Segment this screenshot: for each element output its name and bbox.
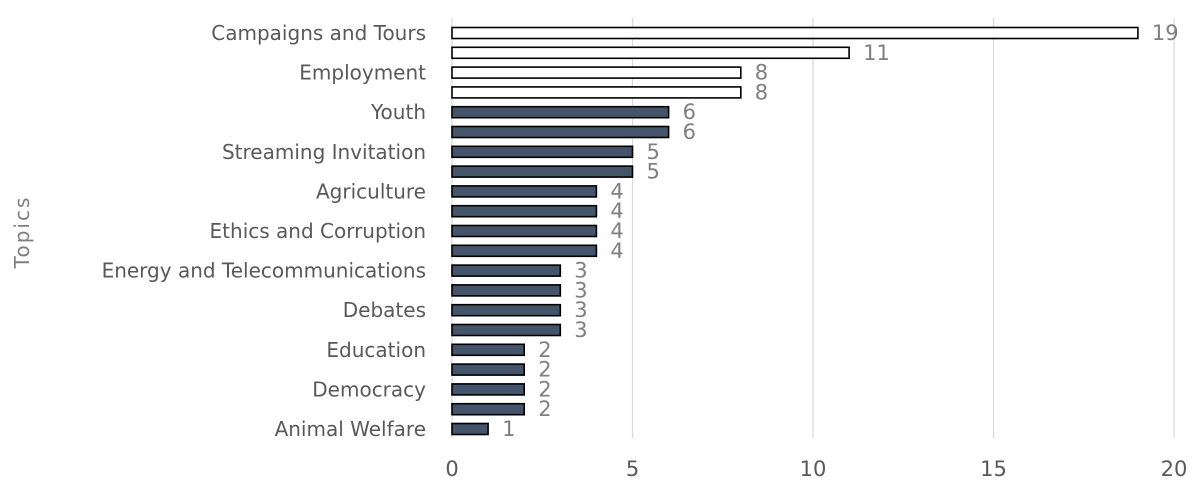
bar-value-label: 8	[755, 80, 768, 104]
bar-value-label: 2	[538, 377, 551, 401]
x-tick-label: 5	[626, 457, 639, 481]
bar	[451, 125, 670, 139]
bar	[451, 244, 598, 258]
x-tick-label: 15	[980, 457, 1007, 481]
bar	[451, 26, 1139, 40]
bar-value-label: 2	[538, 358, 551, 382]
bar	[451, 224, 598, 238]
category-label: Youth	[370, 100, 426, 124]
bar	[451, 204, 598, 218]
bar-value-label: 6	[683, 100, 696, 124]
x-axis-ticks: 0 5 10 15 20	[445, 457, 1187, 481]
bar-value-label: 5	[647, 160, 660, 184]
x-tick-label: 20	[1161, 457, 1188, 481]
x-tick-label: 0	[445, 457, 458, 481]
bar-value-label: 19	[1152, 21, 1179, 45]
bar-value-label: 1	[502, 417, 515, 441]
bar	[451, 185, 598, 198]
bar	[451, 165, 634, 178]
bar-value-label: 3	[574, 278, 587, 302]
bar-value-label: 4	[610, 219, 623, 243]
bar-series	[451, 26, 1139, 436]
bar-value-label: 4	[610, 179, 623, 203]
bar-value-label: 3	[574, 298, 587, 322]
bar-value-label: 2	[538, 397, 551, 421]
category-label: Debates	[343, 298, 426, 322]
category-label: Campaigns and Tours	[211, 21, 426, 45]
bar-value-label: 6	[683, 120, 696, 144]
bar	[451, 284, 562, 297]
bar	[451, 323, 562, 337]
bar	[451, 402, 525, 416]
bar-value-label: 4	[610, 199, 623, 223]
category-label: Energy and Telecommunications	[102, 259, 426, 283]
category-label: Animal Welfare	[275, 417, 426, 441]
bar	[451, 105, 670, 119]
x-tick-label: 10	[800, 457, 827, 481]
category-label: Ethics and Corruption	[210, 219, 426, 243]
bar	[451, 46, 850, 60]
bar-value-label: 11	[863, 41, 890, 65]
bar	[451, 343, 525, 357]
category-label: Agriculture	[316, 179, 426, 203]
bar	[451, 363, 525, 376]
y-axis-title: Topics	[10, 196, 34, 270]
bar	[451, 422, 489, 436]
bar-value-label: 3	[574, 318, 587, 342]
bar-value-label: 8	[755, 61, 768, 85]
bar-value-label: 4	[610, 239, 623, 263]
bar-value-label: 2	[538, 338, 551, 362]
category-label: Democracy	[312, 377, 426, 401]
bar	[451, 66, 742, 79]
category-label: Education	[326, 338, 426, 362]
category-label: Employment	[299, 61, 426, 85]
bar	[451, 383, 525, 396]
bar	[451, 303, 562, 317]
bar	[451, 264, 562, 277]
bar	[451, 86, 742, 99]
category-label: Streaming Invitation	[222, 140, 426, 164]
bar	[451, 145, 634, 159]
bar-value-label: 3	[574, 259, 587, 283]
category-labels: Campaigns and Tours Employment Youth Stream…	[102, 21, 427, 441]
bar-value-label: 5	[647, 140, 660, 164]
